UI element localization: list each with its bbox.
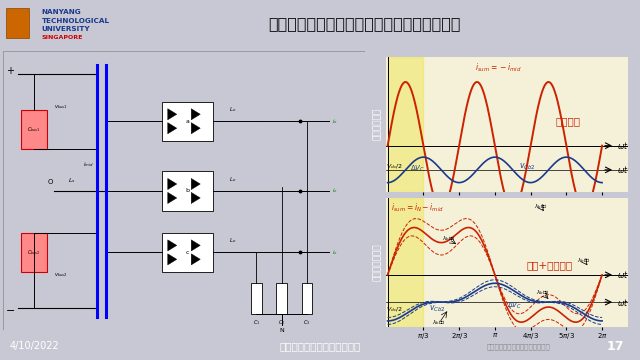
Text: $\omega t$: $\omega t$ <box>617 297 628 307</box>
Polygon shape <box>168 123 177 134</box>
Text: UNIVERSITY: UNIVERSITY <box>42 26 90 32</box>
Text: $\lambda_b$增加: $\lambda_b$增加 <box>577 256 591 265</box>
Polygon shape <box>191 254 200 265</box>
Text: $V_{dc}/2$: $V_{dc}/2$ <box>386 306 403 314</box>
Bar <box>163 171 213 211</box>
Text: $\lambda_b$增加: $\lambda_b$增加 <box>534 202 548 211</box>
Polygon shape <box>191 240 200 251</box>
Text: $L_o$: $L_o$ <box>229 105 236 114</box>
Text: TECHNOLOGICAL: TECHNOLOGICAL <box>42 18 109 23</box>
Text: +: + <box>6 66 15 76</box>
Polygon shape <box>168 179 177 190</box>
Bar <box>6 8 29 37</box>
Text: 17: 17 <box>607 340 624 353</box>
Text: a: a <box>186 119 189 124</box>
Text: $i_{sum}=-i_{mid}$: $i_{sum}=-i_{mid}$ <box>476 62 522 75</box>
Text: $V_{dc}/2$: $V_{dc}/2$ <box>386 163 403 171</box>
Polygon shape <box>168 109 177 120</box>
Text: SINGAPORE: SINGAPORE <box>42 35 83 40</box>
Text: $C_1$: $C_1$ <box>253 318 260 327</box>
Text: 中国电工技术学会青年云沙龙: 中国电工技术学会青年云沙龙 <box>280 342 360 351</box>
Bar <box>251 283 262 314</box>
Text: 平衡三相负载: 平衡三相负载 <box>372 108 381 140</box>
Text: $C_{bus2}$: $C_{bus2}$ <box>28 248 40 257</box>
Text: $\Delta V_C$: $\Delta V_C$ <box>410 164 425 175</box>
Text: $\lambda_b$增加: $\lambda_b$增加 <box>536 288 550 297</box>
Text: $v_{bus2}$: $v_{bus2}$ <box>54 271 68 279</box>
Polygon shape <box>168 254 177 265</box>
Text: $L_s$: $L_s$ <box>68 176 76 185</box>
Text: $v_{Cb2}$: $v_{Cb2}$ <box>519 162 536 172</box>
Polygon shape <box>191 179 200 190</box>
Text: $i_{sum}=i_N-i_{mid}$: $i_{sum}=i_N-i_{mid}$ <box>391 202 444 214</box>
Polygon shape <box>168 240 177 251</box>
Text: $\lambda_b$增加: $\lambda_b$增加 <box>442 234 456 243</box>
Text: $C_{bus1}$: $C_{bus1}$ <box>28 125 40 134</box>
Text: O: O <box>47 179 53 185</box>
Text: $\omega t$: $\omega t$ <box>617 140 628 151</box>
Text: $L_o$: $L_o$ <box>229 175 236 184</box>
Polygon shape <box>191 109 200 120</box>
Text: $\Delta V_C$: $\Delta V_C$ <box>507 301 522 311</box>
Text: N: N <box>279 328 284 333</box>
Polygon shape <box>168 192 177 203</box>
Bar <box>21 110 47 149</box>
Text: $C_3$: $C_3$ <box>303 318 310 327</box>
Text: −: − <box>6 306 15 316</box>
Text: c: c <box>186 250 189 255</box>
Bar <box>163 233 213 272</box>
Text: 中线电流和中点电流导致的分裂电容电压脉动: 中线电流和中点电流导致的分裂电容电压脉动 <box>269 16 461 31</box>
Text: NANYANG: NANYANG <box>42 9 81 15</box>
Text: $i_o$: $i_o$ <box>332 117 338 126</box>
Text: 三次谐波: 三次谐波 <box>556 116 580 126</box>
Bar <box>21 233 47 272</box>
Text: $L_o$: $L_o$ <box>229 237 236 246</box>
Text: 4/10/2022: 4/10/2022 <box>10 342 60 351</box>
Bar <box>276 283 287 314</box>
Text: $\omega t$: $\omega t$ <box>617 269 628 280</box>
Bar <box>388 198 424 327</box>
Text: b: b <box>186 189 189 193</box>
Bar <box>163 102 213 141</box>
Bar <box>301 283 312 314</box>
Text: $\lambda_b$增加: $\lambda_b$增加 <box>432 318 446 327</box>
Text: $C_2$: $C_2$ <box>278 318 285 327</box>
Text: $\omega t$: $\omega t$ <box>617 165 628 175</box>
Bar <box>388 57 424 192</box>
Text: $v_{Cb2}$: $v_{Cb2}$ <box>429 303 446 314</box>
Polygon shape <box>191 192 200 203</box>
Polygon shape <box>191 123 200 134</box>
Text: $i_o$: $i_o$ <box>332 248 338 257</box>
Text: 基波+三次谐波: 基波+三次谐波 <box>526 260 572 270</box>
Text: 中国电工技术学会新媒体平台发布: 中国电工技术学会新媒体平台发布 <box>486 343 550 350</box>
Text: 不平衡三相负载: 不平衡三相负载 <box>372 244 381 281</box>
Text: $i_{mid}$: $i_{mid}$ <box>83 160 93 168</box>
Text: $v_{bus1}$: $v_{bus1}$ <box>54 103 68 111</box>
Text: $i_o$: $i_o$ <box>332 186 338 195</box>
